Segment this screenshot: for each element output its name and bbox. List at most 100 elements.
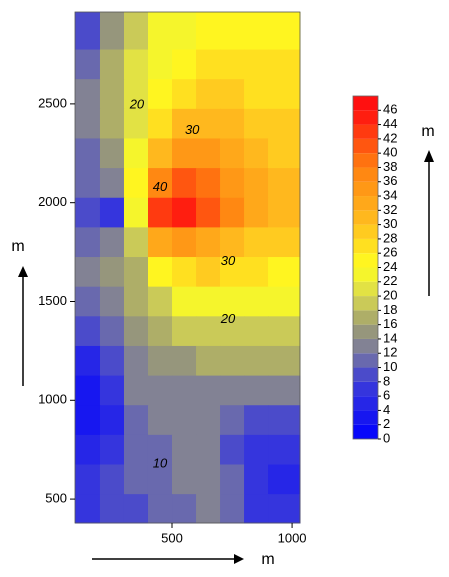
cell xyxy=(75,434,101,466)
cell xyxy=(75,49,101,80)
cell xyxy=(99,138,125,169)
cell xyxy=(75,286,101,317)
colorbar-band xyxy=(353,253,378,268)
cell xyxy=(147,375,173,406)
cell xyxy=(220,286,245,317)
colorbar-band xyxy=(353,138,378,154)
cell xyxy=(75,494,101,524)
colorbar-tick-label: 36 xyxy=(383,173,397,188)
cell xyxy=(123,138,149,169)
cell xyxy=(147,345,173,377)
cell xyxy=(123,108,149,139)
cell xyxy=(172,79,197,110)
cell xyxy=(172,345,197,377)
colorbar-band xyxy=(353,267,378,282)
colorbar-tick-label: 22 xyxy=(383,273,397,288)
cell xyxy=(244,49,269,80)
cell xyxy=(75,464,101,495)
cell xyxy=(244,375,269,406)
cell xyxy=(268,49,301,80)
colorbar-band xyxy=(353,410,378,425)
cell xyxy=(147,197,173,228)
cell xyxy=(196,138,221,169)
cell xyxy=(172,108,197,139)
cell xyxy=(75,168,101,199)
cell xyxy=(147,405,173,436)
cell xyxy=(99,108,125,139)
cell xyxy=(172,405,197,436)
cell xyxy=(172,49,197,80)
cell xyxy=(123,405,149,436)
cell xyxy=(172,12,197,51)
colorbar-band xyxy=(353,381,378,397)
cell xyxy=(75,227,101,258)
cell xyxy=(172,286,197,317)
cell xyxy=(196,375,221,406)
colorbar-band xyxy=(353,338,378,354)
colorbar-tick-label: 24 xyxy=(383,259,397,274)
cell xyxy=(268,286,301,317)
colorbar-band xyxy=(353,167,378,182)
colorbar-tick-label: 40 xyxy=(383,145,397,160)
cell xyxy=(147,49,173,80)
cell xyxy=(268,138,301,169)
cell xyxy=(196,405,221,436)
colorbar-band xyxy=(353,324,378,339)
colorbar-tick-label: 32 xyxy=(383,202,397,217)
cell xyxy=(196,227,221,258)
cell xyxy=(196,286,221,317)
cell xyxy=(196,197,221,228)
colorbar-band xyxy=(353,367,378,382)
cell xyxy=(147,227,173,258)
colorbar-band xyxy=(353,238,378,254)
cell xyxy=(99,227,125,258)
cell xyxy=(172,494,197,524)
contour-label: 30 xyxy=(185,122,200,137)
colorbar-tick-label: 2 xyxy=(383,416,390,431)
cell xyxy=(147,168,173,199)
colorbar-tick-label: 42 xyxy=(383,130,397,145)
cell xyxy=(75,12,101,51)
cell xyxy=(147,257,173,288)
cell xyxy=(147,434,173,466)
cell xyxy=(99,316,125,347)
colorbar-tick-label: 20 xyxy=(383,288,397,303)
cell xyxy=(99,49,125,80)
cell xyxy=(268,168,301,199)
cell xyxy=(99,257,125,288)
cell xyxy=(244,108,269,139)
cell xyxy=(244,316,269,347)
cell xyxy=(75,316,101,347)
cell xyxy=(172,375,197,406)
cell xyxy=(196,49,221,80)
cell xyxy=(147,286,173,317)
colorbar-tick-label: 10 xyxy=(383,359,397,374)
y-tick-label: 1000 xyxy=(38,392,67,407)
cell xyxy=(220,405,245,436)
cell xyxy=(172,434,197,466)
colorbar-tick-label: 16 xyxy=(383,316,397,331)
y-tick-label: 2000 xyxy=(38,194,67,209)
cell xyxy=(123,257,149,288)
y-tick-label: 1500 xyxy=(38,293,67,308)
cell xyxy=(268,316,301,347)
colorbar-tick-label: 0 xyxy=(383,430,390,445)
cell xyxy=(244,12,269,51)
cell xyxy=(244,197,269,228)
cell xyxy=(268,257,301,288)
colorbar-band xyxy=(353,96,378,111)
cell xyxy=(123,494,149,524)
cell xyxy=(268,227,301,258)
cell xyxy=(244,138,269,169)
cell xyxy=(220,316,245,347)
colorbar-band xyxy=(353,224,378,239)
contour-field xyxy=(75,12,301,524)
colorbar-band xyxy=(353,281,378,297)
cell xyxy=(196,12,221,51)
colorbar-tick-label: 14 xyxy=(383,330,397,345)
cell xyxy=(220,49,245,80)
x-tick-label: 500 xyxy=(161,530,183,545)
cell xyxy=(220,138,245,169)
cell xyxy=(172,227,197,258)
